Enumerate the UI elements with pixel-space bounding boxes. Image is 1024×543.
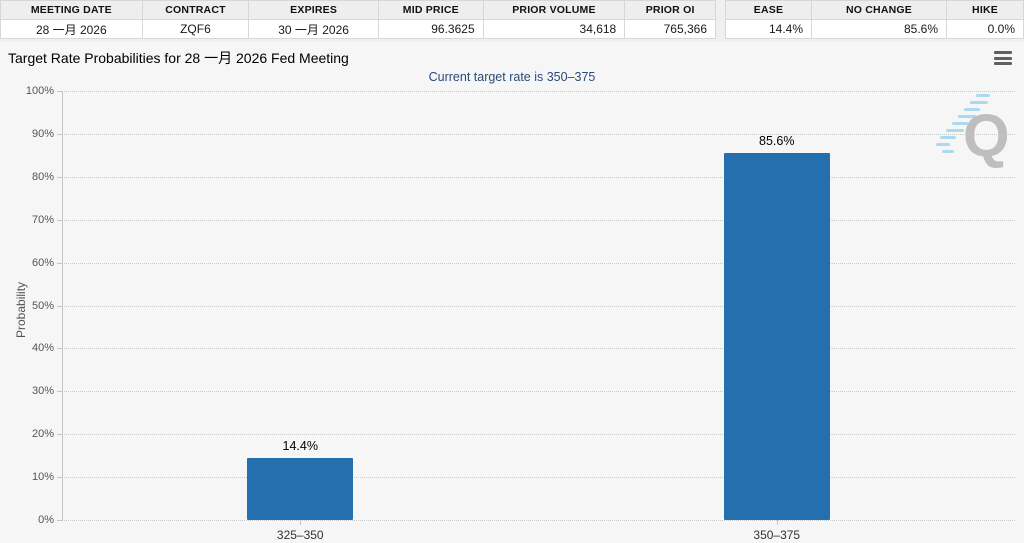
x-category-label: 325–350 <box>276 528 324 542</box>
y-tick-label: 70% <box>31 213 54 226</box>
fedwatch-chart-panel: Target Rate Probabilities for 28 一月 2026… <box>0 42 1024 543</box>
gridline-100 <box>62 91 1015 92</box>
col-header-no-change: NO CHANGE <box>811 1 946 20</box>
col-header-hike: HIKE <box>946 1 1023 20</box>
probability-table-value-row: 14.4% 85.6% 0.0% <box>726 20 1023 38</box>
y-tick-mark <box>57 305 62 307</box>
probability-table-header-row: EASE NO CHANGE HIKE <box>726 1 1023 20</box>
menu-bar <box>994 56 1012 60</box>
gridline-20 <box>62 434 1015 436</box>
y-tick-mark <box>57 477 62 479</box>
y-tick-label: 90% <box>31 127 54 140</box>
y-tick-label: 80% <box>31 170 54 183</box>
gridline-10 <box>62 477 1015 479</box>
gridline-50 <box>62 305 1015 307</box>
summary-tables: MEETING DATE CONTRACT EXPIRES MID PRICE … <box>0 0 1024 39</box>
gridline-60 <box>62 262 1015 264</box>
gridline-80 <box>62 176 1015 178</box>
y-tick-label: 20% <box>31 428 54 441</box>
x-category-label: 350–375 <box>753 528 801 542</box>
y-tick-mark <box>57 391 62 393</box>
y-tick-mark <box>57 219 62 221</box>
y-tick-mark <box>57 434 62 436</box>
probability-bar-chart: 0% 10% 20% 30% 40% 50% 60% 70% 80% 90% 100% Probabi… <box>0 42 1024 543</box>
y-tick-mark <box>57 262 62 264</box>
contract-table-value-row: 28 一月 2026 ZQF6 30 一月 2026 96.3625 34,61… <box>1 20 715 38</box>
y-axis-title: Probability <box>14 281 28 338</box>
probability-bar-325–350[interactable] <box>247 458 354 520</box>
col-header-meeting-date: MEETING DATE <box>1 1 142 20</box>
chart-title: Target Rate Probabilities for 28 一月 2026… <box>8 50 349 66</box>
prior-volume-value: 34,618 <box>482 20 625 38</box>
col-header-ease: EASE <box>726 1 811 20</box>
col-header-mid-price: MID PRICE <box>377 1 483 20</box>
col-header-prior-oi: PRIOR OI <box>624 1 716 20</box>
chart-context-menu-icon[interactable] <box>994 51 1012 65</box>
x-tick-mark <box>776 520 778 525</box>
expires-value: 30 一月 2026 <box>248 20 378 38</box>
hike-value: 0.0% <box>946 20 1023 38</box>
y-tick-label: 30% <box>31 385 54 398</box>
y-tick-mark <box>57 520 62 521</box>
contract-table-header-row: MEETING DATE CONTRACT EXPIRES MID PRICE … <box>1 1 716 20</box>
probability-bar-350–375[interactable] <box>723 152 830 520</box>
quikstrike-watermark-logo: Q <box>936 94 1010 169</box>
y-tick-label: 60% <box>31 256 54 269</box>
x-tick-mark <box>300 520 302 525</box>
no-change-value: 85.6% <box>811 20 946 38</box>
y-tick-label: 10% <box>31 471 54 484</box>
y-tick-mark <box>57 348 62 350</box>
bar-value-label: 85.6% <box>759 133 795 148</box>
chart-subtitle: Current target rate is 350–375 <box>428 70 596 84</box>
y-tick-label: 40% <box>31 342 54 355</box>
prior-oi-value: 765,366 <box>624 20 715 38</box>
col-header-contract: CONTRACT <box>141 1 249 20</box>
col-header-prior-volume: PRIOR VOLUME <box>482 1 625 20</box>
y-tick-label: 50% <box>31 299 54 312</box>
mid-price-value: 96.3625 <box>377 20 483 38</box>
meeting-date-value: 28 一月 2026 <box>1 20 142 38</box>
col-header-expires: EXPIRES <box>248 1 378 20</box>
menu-bar <box>994 62 1012 65</box>
y-tick-mark <box>57 133 62 135</box>
gridline-30 <box>62 391 1015 393</box>
menu-bar <box>994 51 1012 54</box>
ease-value: 14.4% <box>726 20 811 38</box>
y-tick-label: 100% <box>25 85 54 97</box>
y-tick-mark <box>57 91 62 92</box>
contract-value: ZQF6 <box>141 20 249 38</box>
y-tick-mark <box>57 176 62 178</box>
gridline-0 <box>62 520 1015 521</box>
gridline-70 <box>62 219 1015 221</box>
gridline-90 <box>62 133 1015 135</box>
y-tick-label: 0% <box>38 514 54 526</box>
contract-summary-table: MEETING DATE CONTRACT EXPIRES MID PRICE … <box>0 0 716 39</box>
watermark-letter: Q <box>963 102 1010 169</box>
gridline-40 <box>62 348 1015 350</box>
probability-summary-table: EASE NO CHANGE HIKE 14.4% 85.6% 0.0% <box>725 0 1024 39</box>
bar-value-label: 14.4% <box>282 439 318 454</box>
y-axis-line <box>62 91 63 520</box>
